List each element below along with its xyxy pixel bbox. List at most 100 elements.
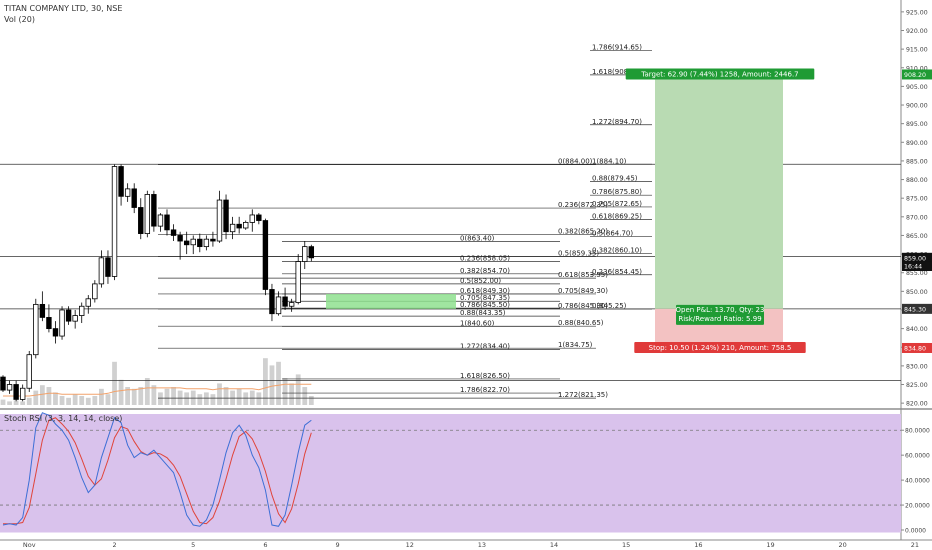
candle-body <box>52 328 59 337</box>
volume-bar <box>164 388 170 405</box>
candle-body <box>111 166 118 277</box>
price-tag: 16:44 <box>904 264 922 271</box>
price-tick-label: 875.00 <box>906 196 928 203</box>
candle-body <box>269 289 275 315</box>
candle-body <box>236 223 242 229</box>
candle-body <box>243 222 249 229</box>
volume-bar <box>302 387 308 405</box>
candle-body <box>288 302 295 307</box>
volume-bar <box>79 396 85 405</box>
volume-bar <box>236 388 242 405</box>
candle-body <box>249 214 255 223</box>
candle-body <box>85 298 91 307</box>
candle-body <box>19 387 26 400</box>
price-tag: 859.00 <box>904 255 926 262</box>
target-zone <box>655 74 783 309</box>
candle-body <box>295 261 301 303</box>
candle-body <box>177 235 183 242</box>
time-axis-label: 9 <box>335 541 339 549</box>
volume-bar <box>0 399 6 405</box>
fib-1-label: 0.618(869.25) <box>592 213 642 221</box>
time-axis-label: 14 <box>550 541 558 549</box>
risk-reward-label: Risk/Reward Ratio: 5.99 <box>678 315 761 323</box>
volume-bar <box>269 365 275 405</box>
fib-2-label: 0.786(845.30) <box>558 302 608 310</box>
candle-body <box>282 296 288 307</box>
price-tick-label: 825.00 <box>906 382 928 389</box>
price-tag: 845.30 <box>904 306 926 313</box>
candle-body <box>26 354 32 389</box>
fib-2-label: 0.618(853.55) <box>558 271 608 279</box>
fib-3-label: 0.705(847.35) <box>460 294 510 302</box>
fib-3-label: 0.786(845.50) <box>460 301 510 309</box>
volume-bar <box>276 361 281 405</box>
target-label: Target: 62.90 (7.44%) 1258, Amount: 2446… <box>640 70 798 78</box>
candle-body <box>98 257 105 285</box>
entry-zone <box>326 293 456 309</box>
candle-body <box>164 214 170 231</box>
candle-body <box>216 199 223 242</box>
rsi-tick-label: 20.0000 <box>905 503 930 510</box>
volume-bar <box>66 397 71 405</box>
volume-bar <box>85 397 91 405</box>
candle-body <box>262 220 269 290</box>
time-axis-label: 20 <box>839 541 847 549</box>
price-tag-bg <box>902 69 932 80</box>
price-tick-label: 920.00 <box>906 28 928 35</box>
time-axis-label: 13 <box>478 541 486 549</box>
fib-2-label: 0.705(849.30) <box>558 287 608 295</box>
volume-bar <box>72 394 78 405</box>
volume-bar <box>197 394 203 405</box>
candle-body <box>210 238 216 242</box>
volume-bar <box>125 387 131 405</box>
volume-bar <box>13 400 19 405</box>
fib-1-label: 0.382(860.10) <box>592 247 642 255</box>
time-axis-label: 19 <box>766 541 774 549</box>
volume-bar <box>105 394 111 405</box>
candle-body <box>92 283 98 300</box>
candle-body <box>223 199 229 233</box>
stop-label: Stop: 10.50 (1.24%) 210, Amount: 758.5 <box>649 344 792 352</box>
price-tick-label: 880.00 <box>906 177 928 184</box>
volume-bar <box>138 387 144 405</box>
volume-bar <box>295 374 301 405</box>
volume-bar <box>151 385 157 405</box>
fib-2-label: 0.236(872.35) <box>558 201 608 209</box>
candle-body <box>256 214 262 221</box>
fib-1-label: 1.272(894.70) <box>592 118 642 126</box>
volume-bar <box>282 378 288 405</box>
volume-ma-line <box>3 383 312 397</box>
volume-bar <box>118 379 124 405</box>
price-tag-bg <box>902 252 932 263</box>
fib-3-label: 1.618(826.50) <box>460 372 510 380</box>
candle-body <box>72 315 78 322</box>
candle-body <box>302 246 308 262</box>
price-tick-label: 905.00 <box>906 84 928 91</box>
volume-bar <box>99 388 104 405</box>
volume-bar <box>308 396 314 405</box>
fib-3-label: 0.618(849.30) <box>460 287 510 295</box>
candle-body <box>197 238 203 248</box>
price-tick-label: 820.00 <box>906 401 928 408</box>
candle-body <box>138 207 144 234</box>
price-tag: 908.20 <box>904 72 926 79</box>
volume-bar <box>289 383 295 405</box>
rsi-tick-label: 80.0000 <box>905 428 930 435</box>
fib-3-label: 0.5(852.00) <box>460 277 501 285</box>
candle-body <box>157 214 164 227</box>
rsi-tick-label: 40.0000 <box>905 478 930 485</box>
volume-bar <box>131 388 137 405</box>
pnl-box <box>676 304 764 325</box>
candle-body <box>131 188 137 208</box>
fib-1-label: 0.5(864.70) <box>592 230 633 238</box>
time-axis-label: 12 <box>406 541 414 549</box>
fib-1-label: 0.88(879.45) <box>592 175 638 183</box>
price-tick-label: 890.00 <box>906 140 928 147</box>
fib-2-label: 0.88(840.65) <box>558 319 604 327</box>
candle-body <box>183 240 190 246</box>
fib-2-label: 0.382(865.20) <box>558 228 608 236</box>
candle-body <box>229 223 236 233</box>
fib-2-label: 1(834.75) <box>558 341 593 349</box>
candle-body <box>39 303 46 318</box>
